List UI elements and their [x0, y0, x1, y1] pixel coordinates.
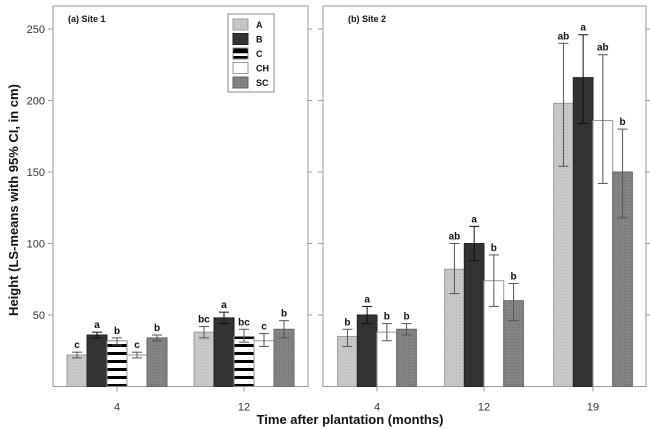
significance-letter: b [281, 309, 287, 320]
legend-label-a: A [256, 20, 263, 30]
panel-title: (a) Site 1 [68, 14, 106, 24]
panel-frame [52, 5, 309, 387]
x-tick-label: 4 [374, 402, 380, 414]
significance-letter: a [580, 23, 586, 34]
legend-swatch-b [232, 33, 249, 45]
bar-b [213, 317, 235, 387]
significance-letter: b [344, 317, 350, 328]
significance-letter: bc [198, 314, 210, 325]
significance-letter: ab [449, 232, 461, 243]
y-tick-label: 50 [33, 310, 45, 322]
significance-letter: ab [597, 43, 609, 54]
legend-swatch-c [232, 47, 249, 60]
significance-letter: ab [558, 31, 570, 42]
significance-letter: c [74, 340, 80, 351]
bar-b [86, 334, 108, 387]
x-axis-title: Time after plantation (months) [257, 412, 444, 427]
legend-label-sc: SC [256, 78, 269, 88]
significance-letter: b [510, 272, 516, 283]
significance-letter: c [134, 340, 140, 351]
bar-ch [253, 340, 275, 387]
bar-a [66, 354, 88, 388]
significance-letter: a [221, 300, 227, 311]
significance-letter: b [619, 117, 625, 128]
legend-swatch-a [232, 18, 249, 31]
bar-b [572, 77, 594, 388]
significance-letter: b [403, 312, 409, 323]
bar-a [193, 331, 215, 388]
significance-letter: c [261, 322, 267, 333]
y-tick-label: 250 [27, 24, 45, 36]
x-tick-label: 19 [587, 402, 599, 414]
panel-title: (b) Site 2 [348, 14, 386, 24]
legend-label-b: B [256, 35, 263, 45]
significance-letter: a [471, 214, 477, 225]
x-tick-label: 12 [238, 402, 250, 414]
significance-letter: b [114, 326, 120, 337]
legend-swatch-sc [232, 76, 249, 89]
x-tick-label: 12 [478, 402, 490, 414]
bar-ch [126, 354, 148, 388]
x-tick-label: 4 [114, 402, 120, 414]
legend-swatch-ch [232, 62, 249, 74]
significance-letter: bc [238, 317, 250, 328]
y-axis-title: Height (LS-means with 95% CI, in cm) [6, 84, 21, 316]
significance-letter: b [491, 243, 497, 254]
significance-letter: a [94, 320, 100, 331]
significance-letter: b [384, 312, 390, 323]
y-tick-label: 100 [27, 239, 45, 251]
significance-letter: a [364, 294, 370, 305]
bar-b [463, 243, 485, 387]
y-tick-label: 150 [27, 167, 45, 179]
legend-label-ch: CH [256, 64, 269, 74]
bar-sc [396, 328, 417, 387]
bar-b [356, 314, 378, 387]
bar-c [233, 335, 255, 388]
bar-c [106, 340, 128, 387]
significance-letter: b [154, 323, 160, 334]
bar-sc [146, 337, 168, 388]
y-tick-label: 200 [27, 96, 45, 108]
legend-label-c: C [256, 49, 263, 59]
